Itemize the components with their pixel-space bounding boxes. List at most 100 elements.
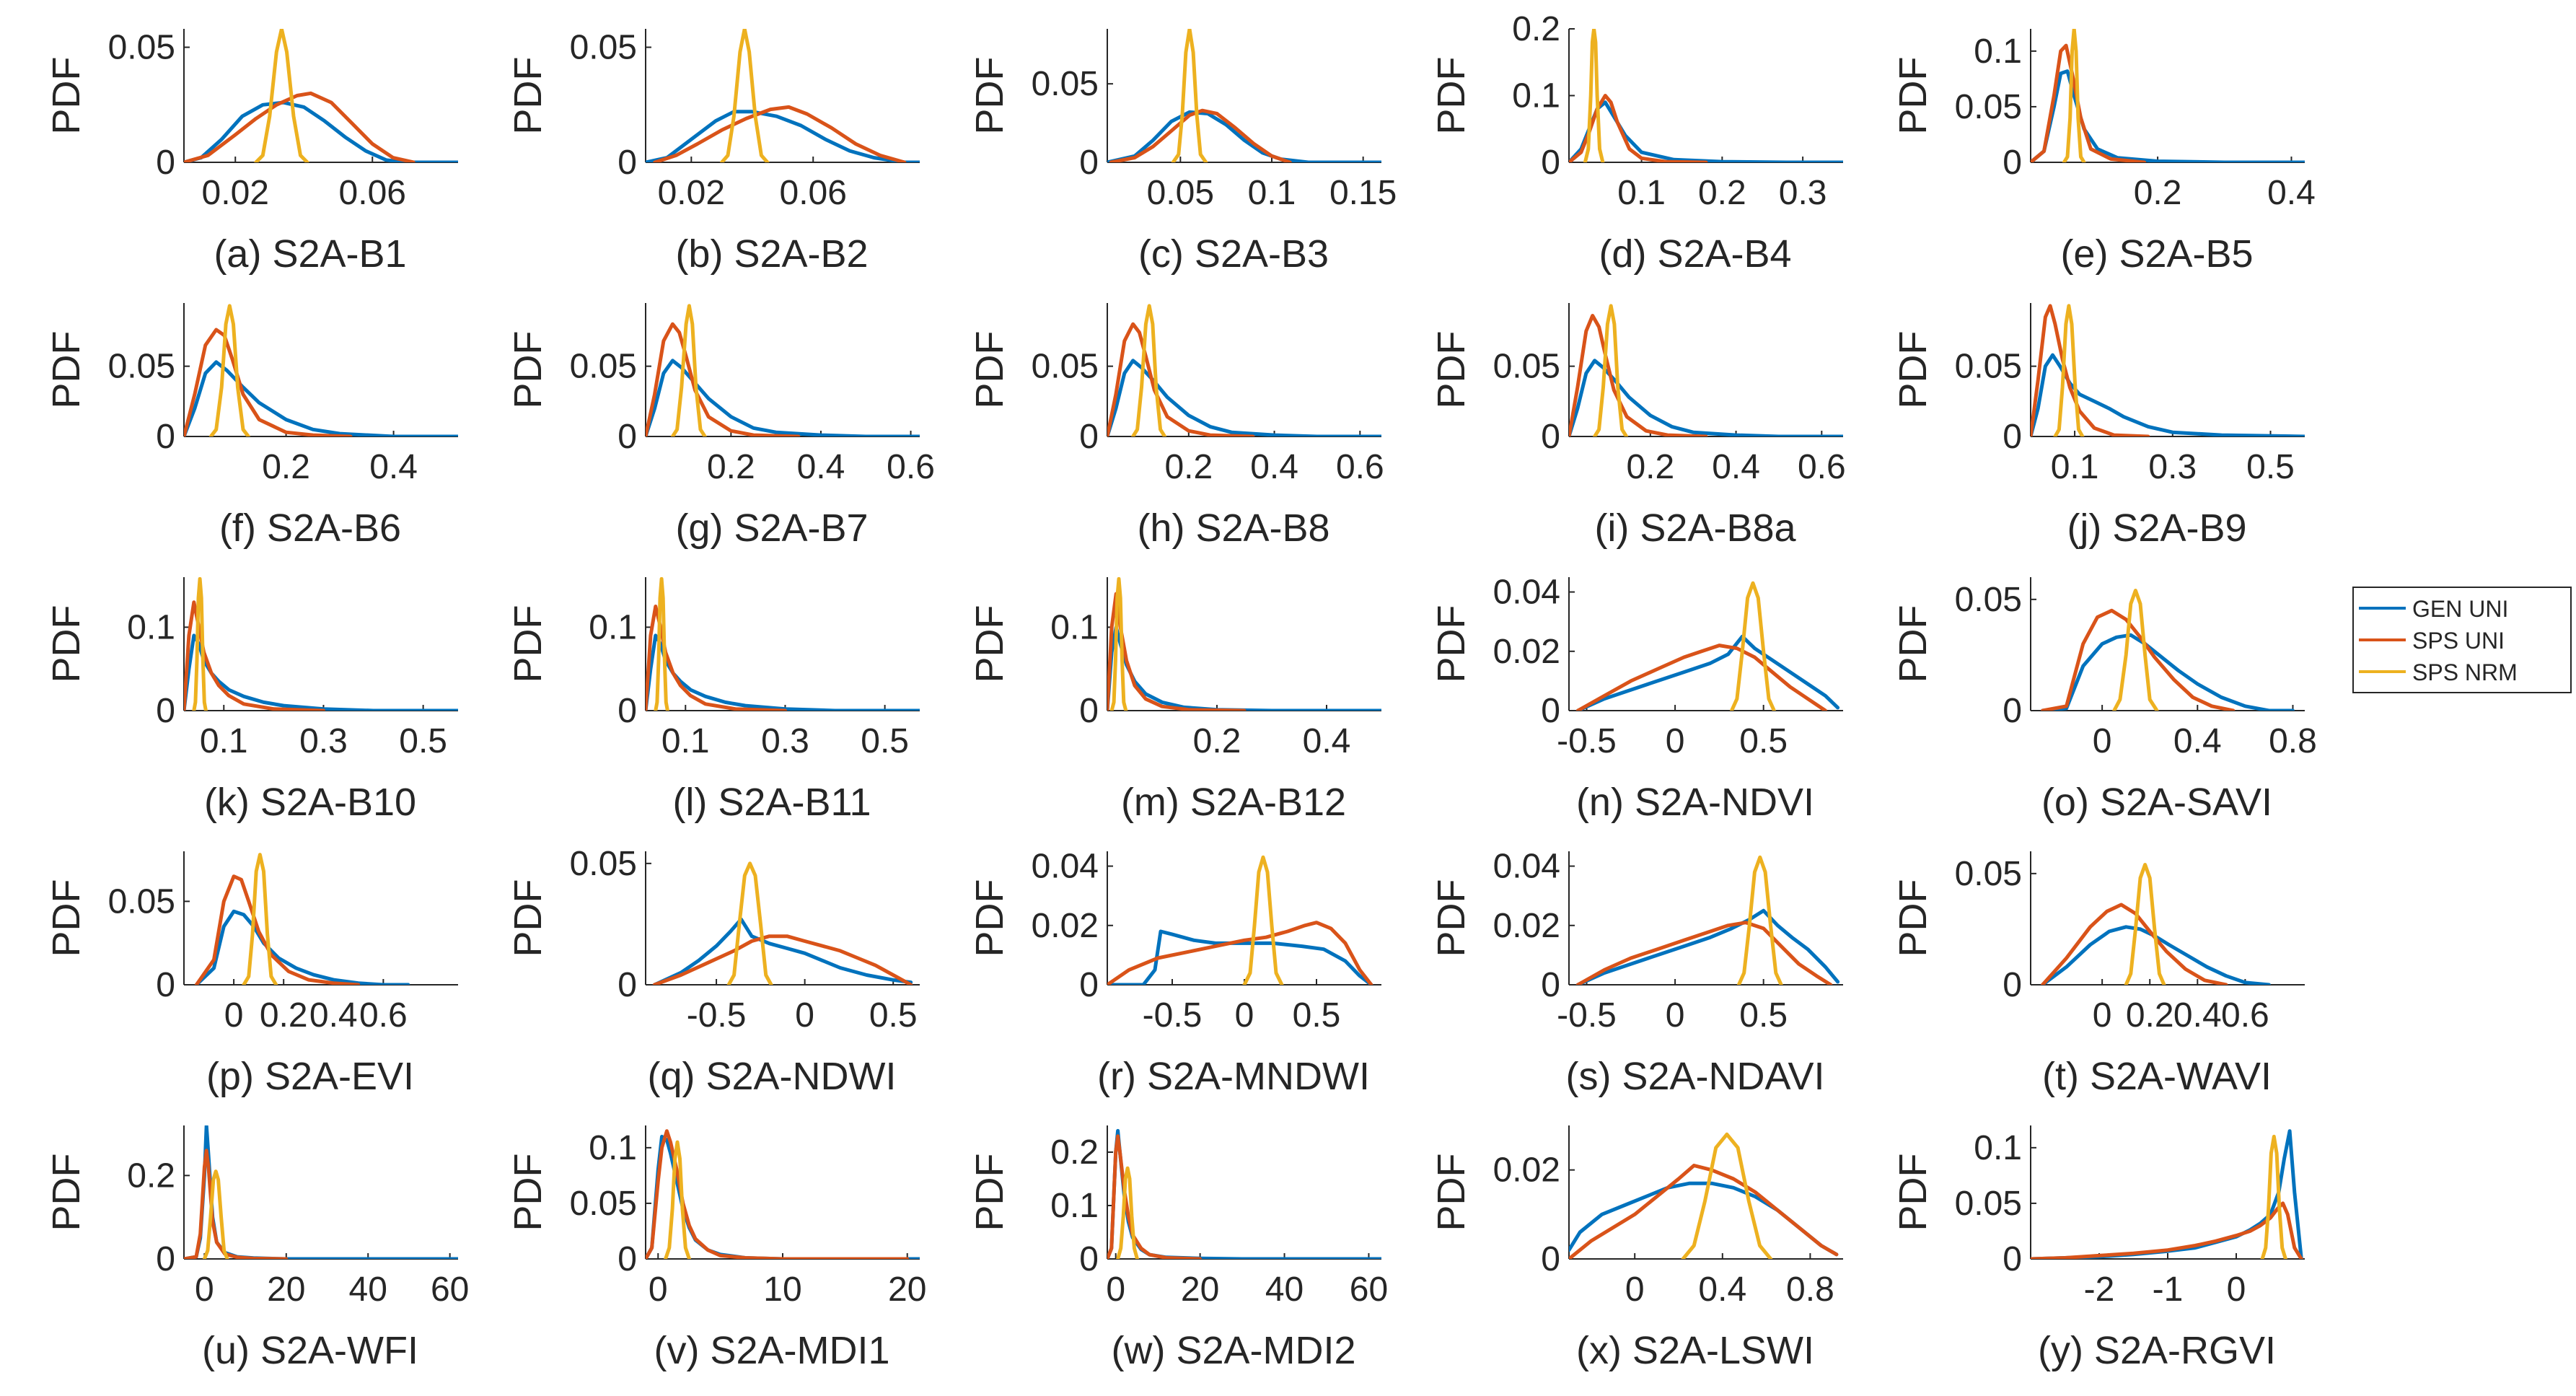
series-group bbox=[184, 29, 458, 162]
series-line-sps-nrm bbox=[202, 1169, 229, 1259]
y-axis-label: PDF bbox=[1891, 605, 1935, 683]
series-line-sps-uni bbox=[2031, 1201, 2303, 1259]
y-tick-label: 0.02 bbox=[1493, 1151, 1560, 1190]
series-line-sps-uni bbox=[194, 874, 361, 985]
y-tick-label: 0.05 bbox=[570, 29, 637, 67]
y-tick-label: 0.05 bbox=[570, 845, 637, 883]
y-axis-label: PDF bbox=[968, 331, 1011, 409]
y-axis-label: PDF bbox=[968, 879, 1011, 957]
x-tick-label: 10 bbox=[763, 1270, 801, 1309]
y-tick-label: 0.1 bbox=[1050, 608, 1099, 646]
x-tick-label: 0.5 bbox=[399, 722, 447, 760]
series-line-gen-uni bbox=[2031, 353, 2305, 436]
series-group bbox=[194, 853, 410, 985]
series-line-sps-nrm bbox=[1583, 29, 1605, 162]
subplot-20: 0 0.2 0.4 0.6 0 0.05 PDF (t) S2A-WAVI bbox=[1891, 851, 2305, 1098]
series-group bbox=[184, 577, 458, 711]
series-line-sps-uni bbox=[646, 605, 787, 711]
y-axis-label: PDF bbox=[45, 57, 88, 135]
x-tick-label: 0.5 bbox=[1293, 996, 1341, 1035]
x-tick-label: 0.05 bbox=[1147, 174, 1214, 212]
y-tick-label: 0.1 bbox=[127, 608, 175, 646]
subplot-caption: (w) S2A-MDI2 bbox=[1111, 1329, 1355, 1372]
subplot-caption: (a) S2A-B1 bbox=[214, 232, 406, 276]
x-tick-label: 0.1 bbox=[661, 722, 710, 760]
y-axis-label: PDF bbox=[45, 879, 88, 957]
y-tick-label: 0.05 bbox=[1955, 88, 2022, 126]
x-tick-label: 0.2 bbox=[1626, 448, 1674, 486]
y-axis-label: PDF bbox=[968, 1154, 1011, 1232]
subplot-10: 0.1 0.3 0.5 0 0.05 PDF (j) S2A-B9 bbox=[1891, 303, 2305, 550]
x-tick-label: -0.5 bbox=[1557, 996, 1617, 1035]
y-tick-label: 0 bbox=[156, 418, 175, 456]
subplot-16: 0 0.2 0.4 0.6 0 0.05 PDF (p) S2A-EVI bbox=[45, 851, 458, 1098]
series-line-sps-nrm bbox=[1681, 1132, 1773, 1259]
y-tick-label: 0 bbox=[156, 966, 175, 1004]
legend-label-sps-nrm: SPS NRM bbox=[2412, 659, 2518, 685]
x-tick-label: 0 bbox=[1106, 1270, 1125, 1309]
subplot-9: 0.2 0.4 0.6 0 0.05 PDF (i) S2A-B8a bbox=[1430, 303, 1846, 550]
subplot-12: 0.1 0.3 0.5 0 0.1 PDF (l) S2A-B11 bbox=[506, 577, 920, 824]
x-tick-label: 0.4 bbox=[1712, 448, 1760, 486]
series-group bbox=[2041, 589, 2295, 711]
y-tick-label: 0.1 bbox=[589, 1129, 637, 1167]
x-tick-label: 0.1 bbox=[1617, 174, 1666, 212]
y-tick-label: 0.05 bbox=[1032, 65, 1099, 103]
series-line-sps-nrm bbox=[1242, 855, 1284, 985]
y-tick-label: 0 bbox=[1079, 966, 1099, 1004]
subplot-caption: (q) S2A-NDWI bbox=[647, 1055, 896, 1098]
subplot-5: 0.2 0.4 0 0.05 0.1 PDF (e) S2A-B5 bbox=[1891, 29, 2316, 276]
series-line-sps-nrm bbox=[1131, 304, 1167, 436]
subplot-caption: (y) S2A-RGVI bbox=[2038, 1329, 2276, 1372]
x-tick-label: -0.5 bbox=[1557, 722, 1617, 760]
y-tick-label: 0.2 bbox=[1050, 1133, 1099, 1172]
x-tick-label: 0 bbox=[224, 996, 244, 1035]
y-tick-label: 0 bbox=[617, 1240, 637, 1278]
x-tick-label: 0.2 bbox=[1698, 174, 1746, 212]
subplot-caption: (e) S2A-B5 bbox=[2060, 232, 2253, 276]
y-tick-label: 0 bbox=[2003, 144, 2022, 182]
x-tick-label: 0.1 bbox=[1248, 174, 1296, 212]
series-group bbox=[646, 304, 920, 436]
y-axis-label: PDF bbox=[506, 605, 550, 683]
x-tick-label: 0.15 bbox=[1329, 174, 1397, 212]
x-tick-label: 0 bbox=[1625, 1270, 1645, 1309]
series-line-sps-uni bbox=[184, 91, 416, 162]
y-tick-label: 0 bbox=[1541, 418, 1560, 456]
x-tick-label: 0 bbox=[1235, 996, 1254, 1035]
x-tick-label: 0.3 bbox=[1779, 174, 1827, 212]
x-tick-label: 0.5 bbox=[869, 996, 918, 1035]
series-group bbox=[2041, 863, 2271, 985]
subplot-caption: (i) S2A-B8a bbox=[1594, 506, 1796, 550]
y-tick-label: 0.02 bbox=[1032, 907, 1099, 945]
series-line-sps-nrm bbox=[654, 577, 669, 711]
y-tick-label: 0.2 bbox=[1512, 10, 1560, 48]
subplot-caption: (f) S2A-B6 bbox=[219, 506, 401, 550]
series-group bbox=[2031, 29, 2305, 162]
series-line-sps-uni bbox=[1109, 108, 1292, 162]
series-group bbox=[646, 1129, 920, 1259]
series-line-sps-nrm bbox=[2112, 589, 2159, 711]
series-line-gen-uni bbox=[652, 917, 913, 985]
x-tick-label: 0.2 bbox=[262, 448, 310, 486]
x-tick-label: 0.6 bbox=[1798, 448, 1846, 486]
legend-label-sps-uni: SPS UNI bbox=[2412, 628, 2505, 654]
y-tick-label: 0.2 bbox=[127, 1156, 175, 1195]
x-tick-label: 0.2 bbox=[260, 996, 308, 1035]
y-axis-label: PDF bbox=[968, 605, 1011, 683]
x-tick-label: 20 bbox=[267, 1270, 305, 1309]
series-line-sps-nrm bbox=[1109, 577, 1128, 711]
y-axis-label: PDF bbox=[1430, 605, 1473, 683]
x-tick-label: 0.6 bbox=[2221, 996, 2269, 1035]
x-tick-label: 60 bbox=[1350, 1270, 1388, 1309]
series-group bbox=[1569, 1132, 1839, 1259]
y-axis-label: PDF bbox=[1430, 331, 1473, 409]
y-tick-label: 0.1 bbox=[1050, 1187, 1099, 1225]
x-tick-label: 0.4 bbox=[1250, 448, 1298, 486]
x-tick-label: 0.6 bbox=[359, 996, 408, 1035]
series-line-sps-nrm bbox=[192, 577, 208, 711]
series-line-sps-nrm bbox=[208, 304, 250, 436]
y-tick-label: 0 bbox=[156, 144, 175, 182]
